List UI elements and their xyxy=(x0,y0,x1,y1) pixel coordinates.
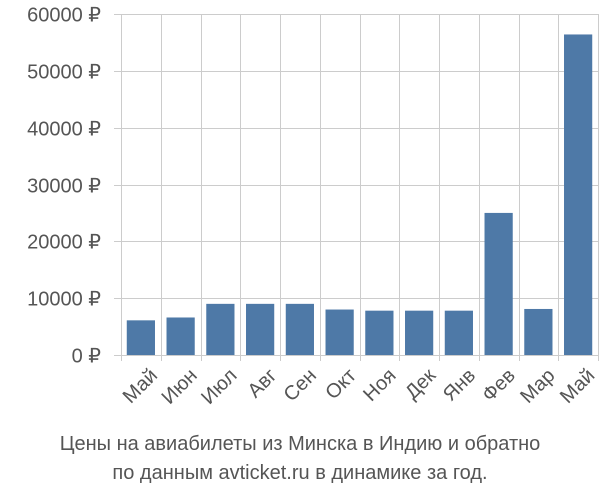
x-tick-label: Фев xyxy=(478,365,520,407)
x-tick-label: Авг xyxy=(244,365,282,403)
x-tick-label: Мар xyxy=(516,365,559,408)
bar xyxy=(285,303,314,355)
x-tick-label: Июн xyxy=(158,365,202,409)
bar xyxy=(166,317,195,355)
bar xyxy=(524,308,553,355)
y-tick-label: 30000 ₽ xyxy=(27,176,101,198)
x-tick-label: Май xyxy=(119,365,162,408)
x-tick-label: Июл xyxy=(197,365,241,409)
y-tick-label: 0 ₽ xyxy=(72,346,102,368)
y-axis-ticks: 0 ₽ 10000 ₽ 20000 ₽ 30000 ₽ 40000 ₽ 50000 ₽ 60… xyxy=(27,5,101,368)
x-tick-label: Дек xyxy=(401,364,440,403)
x-tick-label: Сен xyxy=(280,365,321,406)
y-tick-label: 40000 ₽ xyxy=(27,119,101,141)
y-tick-label: 20000 ₽ xyxy=(27,232,101,254)
x-tick-label: Май xyxy=(556,365,599,408)
x-tick-label: Янв xyxy=(439,365,480,406)
bar xyxy=(126,320,155,355)
bar xyxy=(405,310,434,355)
bar xyxy=(246,303,275,355)
bar xyxy=(365,310,394,355)
bar xyxy=(325,309,354,355)
x-tick-label: Окт xyxy=(321,365,360,404)
x-tick-label: Ноя xyxy=(359,365,400,406)
y-tick-label: 60000 ₽ xyxy=(27,5,101,27)
y-tick-label: 10000 ₽ xyxy=(27,289,101,311)
grid-lines xyxy=(114,14,599,361)
bar xyxy=(484,212,513,355)
bars xyxy=(126,34,593,356)
chart-caption: Цены на авиабилеты из Минска в Индию и о… xyxy=(0,430,600,488)
caption-line-2: по данным avticket.ru в динамике за год. xyxy=(112,462,488,484)
y-tick-label: 50000 ₽ xyxy=(27,62,101,84)
bar xyxy=(564,34,593,356)
bar xyxy=(206,303,235,355)
caption-line-1: Цены на авиабилеты из Минска в Индию и о… xyxy=(59,433,541,455)
bar xyxy=(444,310,473,355)
